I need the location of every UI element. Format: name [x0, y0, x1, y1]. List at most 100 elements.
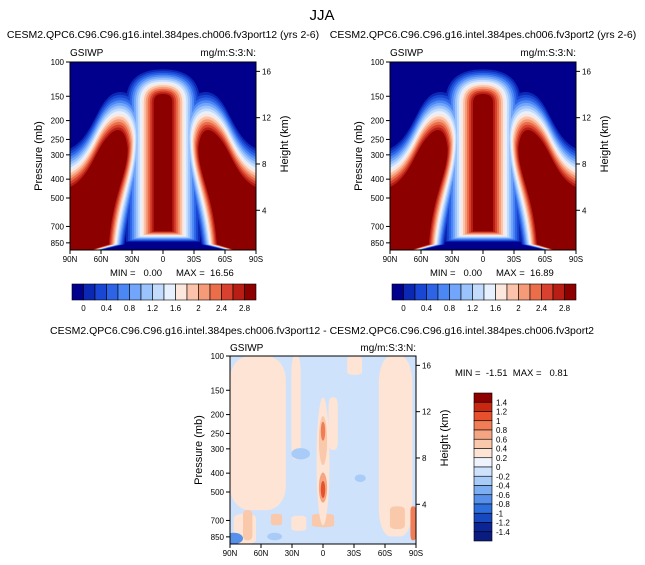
panel-1-height-tick-label: 12	[262, 114, 271, 123]
colorbar-box	[473, 466, 493, 477]
panel-2-ylabel: Pressure (mb)	[353, 121, 365, 191]
panel-3-colorbar: 1.41.210.80.60.40.20-0.2-0.4-0.6-0.8-1-1…	[473, 392, 510, 542]
field-band	[291, 515, 307, 531]
colorbar-box	[473, 512, 493, 523]
colorbar-label: -1.2	[496, 519, 510, 528]
colorbar-label: -0.6	[496, 491, 510, 500]
main-title: JJA	[309, 7, 334, 24]
panel-3-height-tick-label: 12	[422, 408, 431, 417]
colorbar-box	[473, 485, 493, 496]
panel-3-lat-tick-label: 0	[321, 549, 326, 558]
panel-3-lat-tick-label: 30S	[347, 549, 361, 558]
field-band	[518, 130, 576, 250]
colorbar-box	[140, 283, 153, 301]
panel-2-pressure-tick-label: 400	[371, 175, 385, 184]
panel-3-lat-tick-label: 30N	[285, 549, 300, 558]
field-band	[389, 506, 405, 529]
colorbar-box	[152, 283, 165, 301]
panel-2-lat-tick-label: 90S	[569, 255, 583, 264]
panel-3-field	[230, 356, 416, 544]
colorbar-label: 0.6	[496, 435, 508, 444]
panel-1-height-tick-label: 8	[262, 160, 267, 169]
colorbar-label: 1	[496, 417, 501, 426]
panel-3-pressure-tick-label: 200	[211, 411, 225, 420]
panel-3-pressure-tick-label: 250	[211, 429, 225, 438]
panel-1-pressure-tick-label: 150	[51, 92, 65, 101]
colorbar-box	[426, 283, 439, 301]
colorbar-box	[541, 283, 554, 301]
panel-1-height-tick-label: 4	[262, 206, 267, 215]
panel-3-height-tick-label: 4	[422, 500, 427, 509]
panel-1-max: MAX = 16.56	[176, 268, 234, 279]
panel-1-right-label: mg/m:S:3:N:	[200, 48, 256, 59]
colorbar-box	[473, 475, 493, 486]
panel-1-ylabel-right: Height (km)	[279, 116, 291, 173]
panel-3-left-label: GSIWP	[230, 343, 264, 354]
colorbar-box	[483, 283, 496, 301]
panel-3-height-tick-label: 8	[422, 454, 427, 463]
colorbar-box	[473, 448, 493, 459]
colorbar-box	[552, 283, 565, 301]
field-band	[320, 481, 326, 498]
colorbar-box	[529, 283, 542, 301]
colorbar-box	[198, 283, 211, 301]
panel-3-title: CESM2.QPC6.C96.C96.g16.intel.384pes.ch00…	[50, 325, 594, 337]
colorbar-box	[175, 283, 188, 301]
panel-1-field	[70, 62, 256, 250]
colorbar-label: 1.2	[147, 304, 159, 313]
field-band	[378, 356, 413, 537]
colorbar-box	[106, 283, 119, 301]
panel-2-min: MIN = 0.00	[430, 268, 482, 279]
field-band	[472, 93, 494, 232]
colorbar-box	[473, 494, 493, 505]
colorbar-label: 0.2	[496, 454, 508, 463]
colorbar-box	[221, 283, 234, 301]
panel-3-pressure-tick-label: 400	[211, 469, 225, 478]
colorbar-box	[473, 503, 493, 514]
field-band	[328, 397, 338, 450]
panel-2-max: MAX = 16.89	[496, 268, 554, 279]
field-band	[230, 356, 286, 511]
colorbar-label: 1.4	[496, 398, 508, 407]
panel-3-pressure-tick-label: 300	[211, 445, 225, 454]
colorbar-box	[414, 283, 427, 301]
panel-1-colorbar: 0 0.4 0.8 1.2 1.6 2 2.4 2.8	[71, 283, 257, 313]
panel-2-lat-tick-label: 60N	[414, 255, 429, 264]
panel-2-pressure-tick-label: 850	[371, 239, 385, 248]
panel-2-axes: 100 150 200 250 300 400 500 700 850 4 8 12 16 90N 60N 3…	[371, 58, 592, 264]
colorbar-label: 0.4	[101, 304, 113, 313]
colorbar-box	[472, 283, 485, 301]
panel-2-pressure-tick-label: 700	[371, 222, 385, 231]
panel-3-lat-tick-label: 90S	[409, 549, 423, 558]
colorbar-box	[129, 283, 142, 301]
panel-3: CESM2.QPC6.C96.C96.g16.intel.384pes.ch00…	[50, 325, 594, 558]
colorbar-label: 0.8	[124, 304, 136, 313]
colorbar-box	[403, 283, 416, 301]
field-band	[198, 130, 256, 250]
panel-3-pressure-tick-label: 100	[211, 352, 225, 361]
colorbar-label: 1.2	[496, 408, 508, 417]
panel-2-lat-tick-label: 60S	[538, 255, 552, 264]
colorbar-label: -0.4	[496, 482, 510, 491]
panel-2-ylabel-right: Height (km)	[599, 116, 611, 173]
panel-1: CESM2.QPC6.C96.C96.g16.intel.384pes.ch00…	[7, 29, 319, 313]
colorbar-label: 0	[496, 463, 501, 472]
panel-2-pressure-tick-label: 300	[371, 151, 385, 160]
panel-3-lat-tick-label: 60N	[254, 549, 269, 558]
colorbar-box	[83, 283, 96, 301]
panel-1-lat-tick-label: 0	[161, 255, 166, 264]
panel-1-height-tick-label: 16	[262, 67, 271, 76]
field-band	[243, 510, 253, 541]
panel-2-pressure-tick-label: 150	[371, 92, 385, 101]
panel-3-pressure-tick-label: 850	[211, 533, 225, 542]
colorbar-box	[473, 457, 493, 468]
colorbar-label: 2	[516, 304, 521, 313]
panel-1-pressure-tick-label: 850	[51, 239, 65, 248]
panel-2-lat-tick-label: 30N	[445, 255, 460, 264]
panel-1-lat-tick-label: 90S	[249, 255, 263, 264]
panel-2-title: CESM2.QPC6.C96.C96.g16.intel.384pes.ch00…	[330, 29, 636, 41]
panel-1-left-label: GSIWP	[70, 48, 104, 59]
colorbar-box	[244, 283, 257, 301]
colorbar-label: 2.8	[559, 304, 571, 313]
